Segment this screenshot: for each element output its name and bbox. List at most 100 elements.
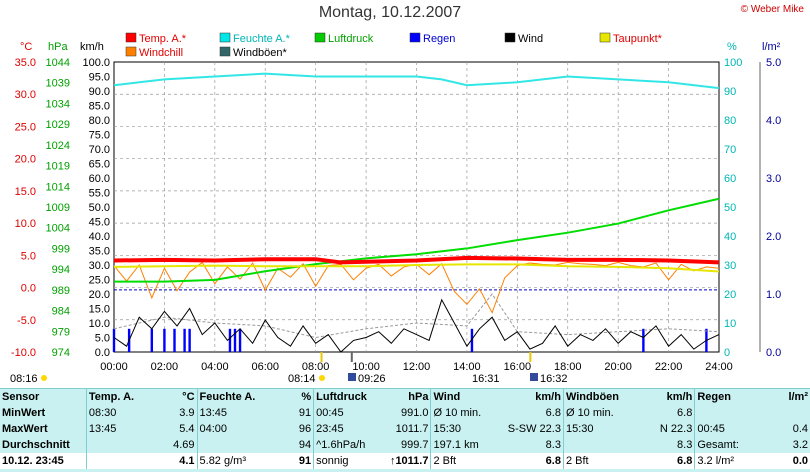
col-temp-unit: °C — [182, 391, 195, 403]
legend-swatch — [504, 32, 516, 43]
sun-icon — [41, 375, 47, 381]
rain-value: 0.4 — [792, 423, 808, 435]
rain-label — [694, 405, 755, 421]
pct-tick-label: 100 — [724, 57, 742, 69]
col-hum: Feuchte A. — [196, 389, 282, 405]
rain-bar — [642, 328, 645, 352]
time-tick-label: 10:00 — [352, 361, 380, 373]
gust-label: 15:30 — [562, 421, 622, 437]
rain-tick-label: 4.0 — [766, 115, 781, 127]
kmh-tick-label: 55.0 — [89, 188, 110, 200]
temp-time: 08:30 — [85, 405, 151, 421]
temp-tick-label: 30.0 — [15, 89, 36, 101]
kmh-tick-label: 70.0 — [89, 144, 110, 156]
pressure-line — [114, 197, 720, 283]
forecast: sonnig — [313, 453, 388, 469]
legend-swatch — [409, 32, 421, 43]
kmh-tick-label: 45.0 — [89, 217, 110, 229]
time-tick-label: 02:00 — [151, 361, 179, 373]
pct-unit-label: % — [727, 41, 737, 53]
rain-value — [754, 405, 810, 421]
rain-bar — [173, 328, 176, 352]
kmh-unit-label: km/h — [80, 41, 104, 53]
press-current: ↑1011.7 — [389, 455, 429, 467]
legend-label: Wind — [518, 33, 543, 45]
rain-bar — [228, 328, 232, 352]
hum-time: 13:45 — [196, 405, 282, 421]
col-gust: Windböen — [562, 389, 622, 405]
legend-label: Windböen* — [233, 47, 288, 59]
hpa-tick-label: 1029 — [46, 119, 70, 131]
rain-value: 3.2 — [792, 439, 808, 451]
rain-label: Gesamt: — [694, 437, 755, 453]
time-tick-label: 22:00 — [655, 361, 683, 373]
press-value: 999.7 — [400, 439, 429, 451]
wind-max-dir: S-SW 22.3 — [507, 423, 561, 435]
kmh-tick-label: 80.0 — [89, 115, 110, 127]
col-rain-unit: l/m² — [788, 391, 808, 403]
wind-line — [113, 298, 720, 353]
sunrise-label: 08:14 — [288, 373, 316, 385]
temp-tick-label: -5.0 — [17, 315, 36, 327]
kmh-tick-label: 90.0 — [89, 86, 110, 98]
legend-label: Windchill — [139, 47, 183, 59]
rain-bar — [163, 328, 166, 352]
rain-label: 00:45 — [694, 421, 755, 437]
gust-current: 6.8 — [677, 455, 693, 467]
legend-swatch — [219, 32, 231, 43]
hpa-tick-label: 989 — [52, 285, 70, 297]
rain-bar — [183, 328, 186, 352]
temp-tick-label: 0.0 — [21, 283, 36, 295]
stats-header-row: Sensor Temp. A. °C Feuchte A. % Luftdruc… — [0, 389, 810, 405]
row-label: 10.12. 23:45 — [2, 455, 64, 467]
legend-label: Temp. A.* — [139, 33, 187, 45]
time-tick-label: 18:00 — [554, 361, 582, 373]
col-hum-unit: % — [301, 391, 312, 403]
legend-label: Taupunkt* — [613, 33, 663, 45]
weather-chart: 35.0 30.0 25.0 20.0 15.0 10.0 5.0 0.0 -5.0 -10.0 1… — [10, 32, 781, 385]
chart-title: Montag, 10.12.2007 — [318, 4, 462, 21]
humidity-line — [113, 72, 720, 90]
moon-icon — [530, 373, 538, 381]
temp-current: 4.1 — [179, 455, 195, 467]
temperature-line — [113, 255, 720, 265]
col-press: Luftdruck — [313, 389, 388, 405]
kmh-tick-label: 40.0 — [89, 231, 110, 243]
stats-row-min: MinWert 08:30 3.9 13:45 91 00:45 991.0 Ø… — [0, 405, 810, 421]
temp-tick-label: 5.0 — [21, 250, 36, 262]
hum-value: 91 — [298, 407, 312, 419]
pct-tick-label: 90 — [724, 86, 736, 98]
wind-label: 15:30 — [430, 421, 488, 437]
gust-line — [113, 293, 720, 339]
hpa-tick-label: 1044 — [46, 57, 70, 69]
kmh-tick-label: 15.0 — [89, 304, 110, 316]
rain-bar — [188, 328, 191, 352]
kmh-tick-label: 35.0 — [89, 246, 110, 258]
hpa-tick-label: 994 — [52, 264, 70, 276]
time-tick-label: 14:00 — [453, 361, 481, 373]
temp-time — [85, 437, 151, 453]
temp-value: 3.9 — [179, 407, 195, 419]
wind-label: Ø 10 min. — [430, 405, 488, 421]
gust-bft: 2 Bft — [562, 453, 622, 469]
kmh-tick-label: 0.0 — [95, 347, 110, 359]
temp-value: 5.4 — [179, 423, 195, 435]
rain-unit-label: l/m² — [762, 41, 781, 53]
col-wind: Wind — [430, 389, 488, 405]
rain-total: 3.2 l/m² — [694, 453, 755, 469]
kmh-tick-label: 30.0 — [89, 260, 110, 272]
time-tick-label: 00:00 — [100, 361, 128, 373]
sunrise-civil-label: 08:16 — [10, 373, 38, 385]
temp-tick-label: 25.0 — [15, 121, 36, 133]
pct-tick-label: 30 — [724, 260, 736, 272]
gust-value: 6.8 — [677, 407, 693, 419]
time-tick-label: 12:00 — [403, 361, 431, 373]
temp-tick-label: 10.0 — [15, 218, 36, 230]
hum-value: 96 — [298, 423, 312, 435]
dewpoint-line — [113, 263, 720, 273]
hpa-tick-label: 999 — [52, 243, 70, 255]
rain-bar — [470, 328, 474, 352]
temp-tick-label: -10.0 — [11, 347, 36, 359]
kmh-tick-label: 95.0 — [89, 72, 110, 84]
pct-tick-label: 10 — [724, 318, 736, 330]
